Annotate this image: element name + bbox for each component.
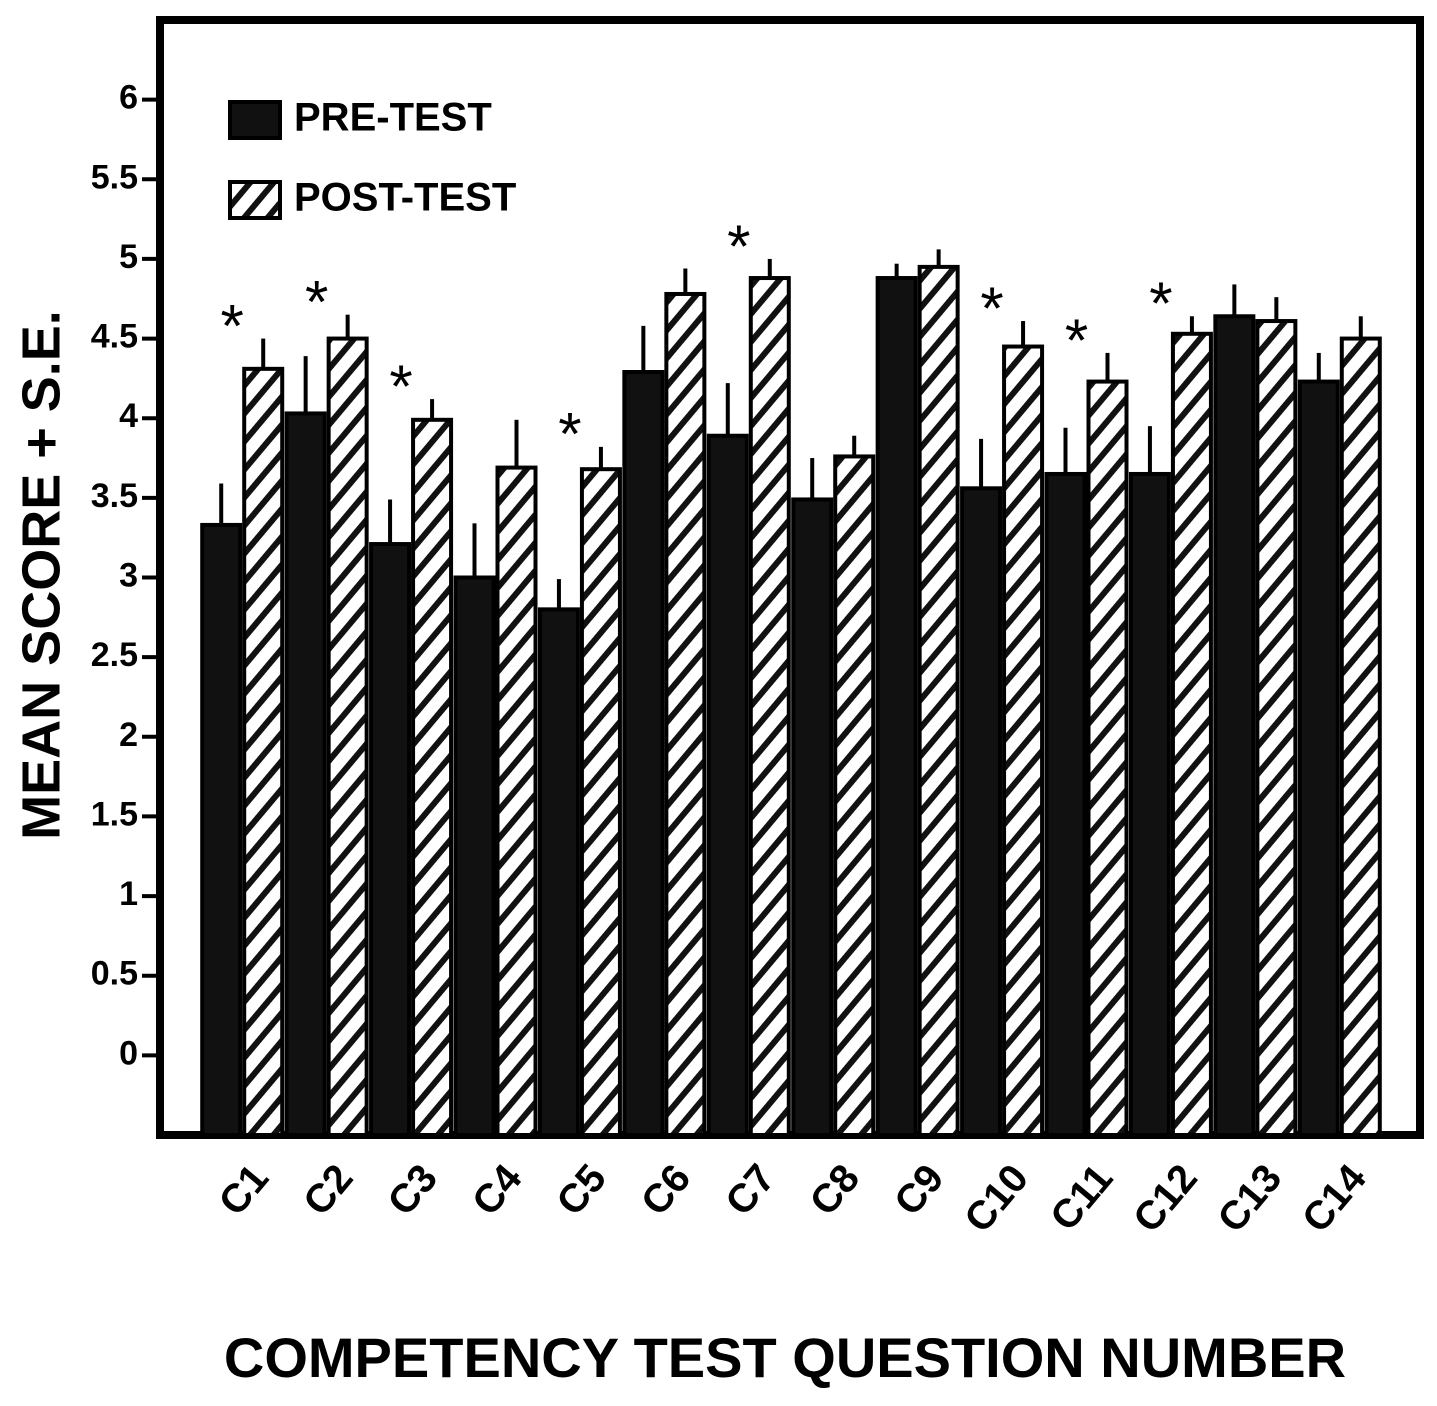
x-tick-label: C14	[1294, 1156, 1375, 1241]
x-tick-label: C4	[464, 1156, 531, 1224]
bar	[833, 454, 876, 1137]
bar	[706, 433, 749, 1137]
x-tick-label: C11	[1042, 1156, 1121, 1239]
y-tick-label: 1	[119, 875, 138, 913]
y-tick-label: 0.5	[91, 955, 138, 993]
x-tick-label: C8	[802, 1156, 869, 1223]
bar	[579, 467, 622, 1137]
x-tick-label: C9	[886, 1156, 953, 1223]
significance-marker: *	[221, 292, 244, 359]
x-tick-label: C5	[548, 1156, 615, 1223]
bar	[1297, 379, 1340, 1138]
bar	[284, 411, 327, 1137]
x-tick-label: C2	[295, 1156, 362, 1223]
x-tick-label: C3	[379, 1156, 446, 1223]
bar	[1002, 344, 1045, 1137]
x-tick-label: C7	[717, 1156, 784, 1223]
x-tick-label: C13	[1209, 1156, 1290, 1241]
y-tick-label: 5	[119, 238, 138, 276]
y-tick-label: 2	[119, 716, 138, 754]
legend-label: POST-TEST	[294, 176, 516, 220]
bar	[453, 575, 496, 1137]
bar	[917, 264, 960, 1137]
significance-marker: *	[305, 269, 328, 336]
bar	[1128, 471, 1171, 1137]
significance-marker: *	[980, 275, 1003, 342]
y-tick-label: 3	[119, 556, 138, 594]
x-tick-label: C1	[211, 1156, 278, 1223]
y-axis-title: MEAN SCORE + S.E.	[11, 310, 71, 840]
y-tick-label: 1.5	[91, 795, 138, 833]
bar	[242, 366, 285, 1138]
significance-marker: *	[727, 213, 750, 280]
significance-marker: *	[1149, 270, 1172, 337]
x-axis-title: COMPETENCY TEST QUESTION NUMBER	[224, 1326, 1346, 1389]
bar	[495, 465, 538, 1138]
bar	[622, 370, 665, 1137]
y-tick-label: 3.5	[91, 477, 138, 515]
bar	[537, 607, 580, 1137]
bar	[748, 276, 791, 1137]
bar	[200, 522, 243, 1137]
bar	[1255, 319, 1298, 1137]
bar	[1213, 314, 1256, 1137]
bar	[1086, 379, 1129, 1138]
y-tick-label: 0	[119, 1034, 138, 1072]
bar	[369, 542, 412, 1137]
significance-marker: *	[558, 401, 581, 468]
x-tick-label: C10	[956, 1156, 1037, 1241]
legend-label: PRE-TEST	[294, 96, 492, 140]
y-tick-label: 4	[119, 397, 138, 435]
bar	[1170, 331, 1213, 1137]
significance-marker: *	[389, 353, 412, 420]
y-tick-label: 6	[119, 79, 138, 117]
bar	[1044, 471, 1087, 1137]
legend-swatch	[228, 180, 282, 220]
y-tick-label: 2.5	[91, 636, 138, 674]
x-tick-label: C6	[633, 1156, 700, 1223]
bar	[1339, 336, 1382, 1138]
significance-marker: *	[1065, 307, 1088, 374]
bar	[791, 497, 834, 1137]
y-tick-label: 4.5	[91, 318, 138, 356]
bar	[875, 276, 918, 1137]
x-tick-label: C12	[1125, 1156, 1206, 1241]
bar	[664, 291, 707, 1137]
y-tick-label: 5.5	[91, 158, 138, 196]
bar	[326, 336, 369, 1138]
bar	[960, 486, 1003, 1137]
bar	[411, 417, 454, 1137]
legend-swatch	[228, 100, 282, 140]
